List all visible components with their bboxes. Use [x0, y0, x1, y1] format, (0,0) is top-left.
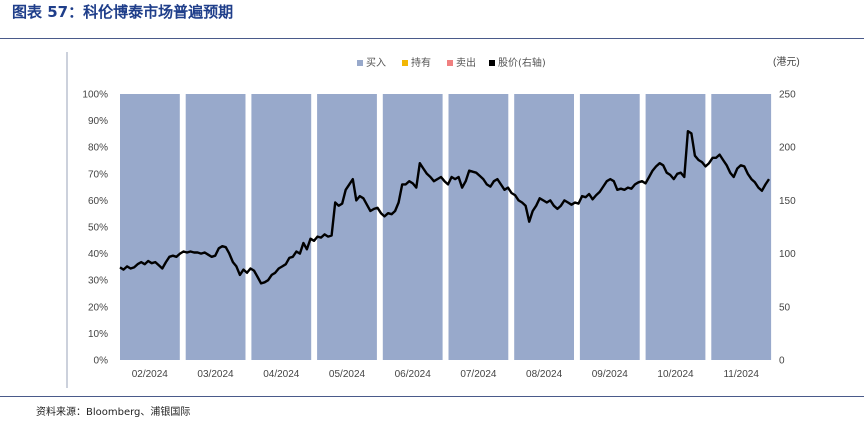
left-tick-label: 100%: [82, 90, 108, 101]
bar-0-0: [120, 94, 180, 360]
top-rule: [0, 38, 864, 39]
right-tick-label: 0: [779, 356, 785, 367]
bar-0-1: [185, 94, 246, 360]
legend-swatch-1: [402, 60, 408, 66]
legend-swatch-2: [447, 60, 453, 66]
left-tick-label: 30%: [88, 276, 108, 287]
left-tick-label: 60%: [88, 196, 108, 207]
left-tick-label: 80%: [88, 143, 108, 154]
x-tick-label: 05/2024: [329, 369, 366, 380]
bar-0-8: [645, 94, 706, 360]
bar-0-5: [448, 94, 509, 360]
price-line: [119, 129, 771, 285]
x-tick-label: 09/2024: [592, 369, 629, 380]
legend-swatch-3: [489, 60, 495, 66]
left-tick-label: 50%: [88, 223, 108, 234]
x-tick-label: 07/2024: [460, 369, 497, 380]
legend-label-0: 买入: [366, 57, 386, 69]
right-tick-label: 50: [779, 302, 791, 313]
bar-0-4: [382, 94, 443, 360]
bar-0-3: [317, 94, 377, 360]
legend-label-1: 持有: [411, 56, 431, 69]
bar-0-9: [711, 94, 772, 360]
legend-label-3: 股价(右轴): [498, 56, 546, 69]
left-tick-label: 0%: [94, 356, 109, 367]
right-tick-label: 100: [779, 249, 796, 260]
left-tick-label: 20%: [88, 302, 108, 313]
left-tick-label: 90%: [88, 116, 108, 127]
x-tick-label: 03/2024: [197, 369, 234, 380]
x-tick-label: 11/2024: [723, 369, 759, 380]
left-tick-label: 10%: [88, 329, 108, 340]
x-tick-label: 04/2024: [263, 369, 300, 380]
legend-label-2: 卖出: [456, 56, 476, 69]
right-axis-unit: (港元): [773, 56, 800, 68]
figure-title: 图表 57：科伦博泰市场普遍预期: [12, 3, 234, 21]
x-tick-label: 06/2024: [395, 369, 432, 380]
bar-0-6: [514, 94, 574, 360]
right-tick-label: 200: [779, 143, 796, 154]
left-tick-label: 70%: [88, 169, 108, 180]
right-tick-label: 250: [779, 90, 796, 101]
chart-legend: 买入 持有 卖出 股价(右轴): [357, 56, 546, 69]
bottom-rule: [0, 396, 864, 397]
bar-0-2: [251, 94, 312, 360]
right-tick-label: 150: [779, 196, 796, 207]
left-tick-label: 40%: [88, 249, 108, 260]
legend-swatch-0: [357, 60, 363, 66]
bar-0-7: [579, 94, 640, 360]
source-note: 资料来源：Bloomberg、浦银国际: [36, 407, 191, 418]
x-tick-label: 08/2024: [526, 369, 563, 380]
x-tick-label: 02/2024: [132, 369, 169, 380]
x-tick-label: 10/2024: [657, 369, 694, 380]
